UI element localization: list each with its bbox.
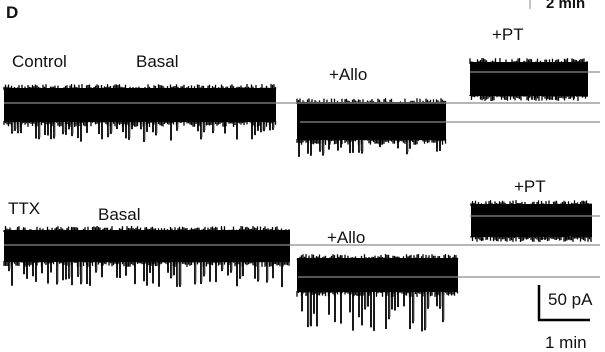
control-allo-label: +Allo [329, 65, 367, 84]
ttx-allo-spike-shading [308, 292, 445, 329]
ttx-pt-spikes [481, 237, 570, 240]
ctl-basal-spikes [11, 122, 274, 142]
ttx-basal-spike-shading [9, 262, 269, 285]
ttx-allo-body [297, 258, 458, 292]
ttx-basal-body [4, 230, 290, 262]
control-allo-trace [296, 98, 447, 157]
ttx-pt-label: +PT [514, 177, 546, 196]
ctl-basal-noise [3, 84, 277, 127]
control-row-label: Control [12, 52, 67, 71]
ctl-allo-spikes [298, 140, 441, 157]
control-basal-trace [3, 84, 277, 142]
scale-amplitude-label: 50 pA [548, 290, 593, 309]
scale-bar: 50 pA 1 min [537, 285, 593, 352]
scale-bar-lines [537, 285, 590, 322]
ctl-basal-body [4, 88, 276, 122]
scale-time-label: 1 min [545, 333, 587, 352]
ctl-pt-spikes [528, 96, 575, 100]
ttx-basal-trace [3, 226, 290, 288]
ttx-basal-noise [3, 226, 290, 267]
ctl-pt-spike-shading [529, 95, 534, 98]
ttx-allo-trace [296, 254, 459, 332]
corner-scale-label: 2 min [546, 0, 585, 12]
panel-letter: D [6, 3, 18, 22]
ctl-allo-body [297, 102, 446, 140]
ctl-basal-spike-shading [12, 122, 275, 140]
ttx-pt-noise [470, 200, 592, 242]
ttx-basal-spikes [8, 262, 283, 288]
control-basal-label: Basal [136, 52, 179, 71]
ctl-allo-spike-shading [320, 140, 409, 154]
ttx-pt-spike-shading [482, 236, 571, 238]
ttx-row-label: TTX [8, 199, 40, 218]
ttx-allo-label: +Allo [327, 228, 365, 247]
control-pt-label: +PT [492, 25, 524, 44]
ttx-row: TTX Basal +Allo +PT [3, 177, 600, 332]
ctl-pt-body [470, 62, 588, 96]
ttx-pt-body [471, 204, 592, 237]
ttx-allo-noise [296, 254, 459, 297]
control-pt-trace [469, 58, 588, 101]
ttx-basal-label: Basal [98, 205, 141, 224]
control-row: Control Basal +Allo +PT [3, 25, 600, 157]
ttx-pt-trace [470, 200, 592, 242]
ttx-allo-spikes [301, 292, 444, 332]
